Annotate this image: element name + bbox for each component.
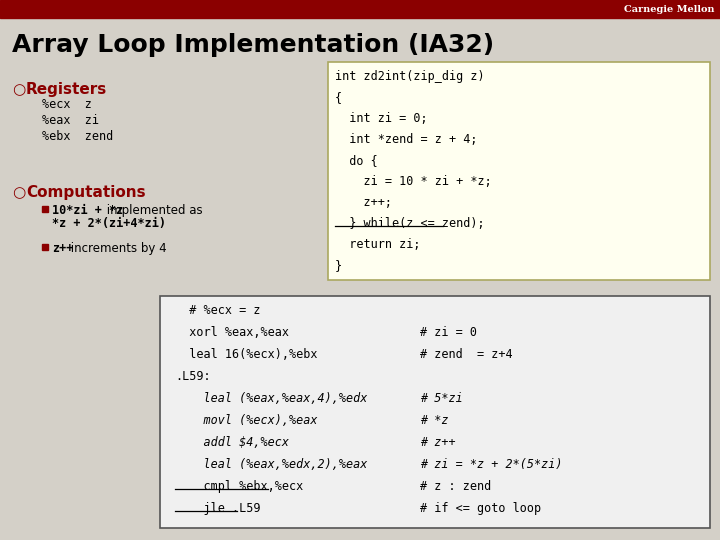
Bar bbox=[328, 62, 710, 280]
Text: Computations: Computations bbox=[26, 185, 145, 200]
Text: int *zend = z + 4;: int *zend = z + 4; bbox=[335, 133, 477, 146]
Text: Carnegie Mellon: Carnegie Mellon bbox=[624, 4, 714, 14]
Text: do {: do { bbox=[335, 154, 378, 167]
Bar bbox=[160, 296, 710, 528]
Text: zi = 10 * zi + *z;: zi = 10 * zi + *z; bbox=[335, 175, 492, 188]
Text: # zend  = z+4: # zend = z+4 bbox=[420, 348, 513, 361]
Text: Registers: Registers bbox=[26, 82, 107, 97]
Text: {: { bbox=[335, 91, 342, 104]
Text: } while(z <= zend);: } while(z <= zend); bbox=[335, 217, 485, 230]
Text: leal (%eax,%eax,4),%edx: leal (%eax,%eax,4),%edx bbox=[175, 392, 367, 405]
Text: # zi = 0: # zi = 0 bbox=[420, 326, 477, 339]
Text: addl $4,%ecx: addl $4,%ecx bbox=[175, 436, 289, 449]
Text: *z + 2*(zi+4*zi): *z + 2*(zi+4*zi) bbox=[52, 217, 166, 230]
Text: return zi;: return zi; bbox=[335, 238, 420, 251]
Text: leal 16(%ecx),%ebx: leal 16(%ecx),%ebx bbox=[175, 348, 318, 361]
Text: int zd2int(zip_dig z): int zd2int(zip_dig z) bbox=[335, 70, 485, 83]
Bar bbox=[42, 244, 48, 250]
Text: 10*zi + *z: 10*zi + *z bbox=[52, 204, 123, 217]
Text: xorl %eax,%eax: xorl %eax,%eax bbox=[175, 326, 289, 339]
Text: movl (%ecx),%eax: movl (%ecx),%eax bbox=[175, 414, 318, 427]
Text: # *z: # *z bbox=[420, 414, 449, 427]
Text: .L59:: .L59: bbox=[175, 370, 211, 383]
Text: # z : zend: # z : zend bbox=[420, 480, 491, 493]
Text: # zi = *z + 2*(5*zi): # zi = *z + 2*(5*zi) bbox=[420, 458, 562, 471]
Text: ○: ○ bbox=[12, 185, 25, 200]
Text: %ebx  zend: %ebx zend bbox=[42, 130, 113, 143]
Text: %eax  zi: %eax zi bbox=[42, 114, 99, 127]
Text: increments by 4: increments by 4 bbox=[68, 242, 167, 255]
Text: %ecx  z: %ecx z bbox=[42, 98, 92, 111]
Text: z++: z++ bbox=[52, 242, 73, 255]
Text: z++;: z++; bbox=[335, 196, 392, 209]
Text: cmpl %ebx,%ecx: cmpl %ebx,%ecx bbox=[175, 480, 303, 493]
Text: # 5*zi: # 5*zi bbox=[420, 392, 463, 405]
Text: }: } bbox=[335, 259, 342, 272]
Text: leal (%eax,%edx,2),%eax: leal (%eax,%edx,2),%eax bbox=[175, 458, 367, 471]
Text: implemented as: implemented as bbox=[104, 204, 203, 217]
Bar bbox=[42, 206, 48, 212]
Bar bbox=[0, 0, 720, 18]
Text: ○: ○ bbox=[12, 82, 25, 97]
Text: int zi = 0;: int zi = 0; bbox=[335, 112, 428, 125]
Text: # %ecx = z: # %ecx = z bbox=[175, 304, 261, 317]
Text: Array Loop Implementation (IA32): Array Loop Implementation (IA32) bbox=[12, 33, 494, 57]
Text: # z++: # z++ bbox=[420, 436, 456, 449]
Text: # if <= goto loop: # if <= goto loop bbox=[420, 502, 541, 515]
Text: jle .L59: jle .L59 bbox=[175, 502, 261, 515]
